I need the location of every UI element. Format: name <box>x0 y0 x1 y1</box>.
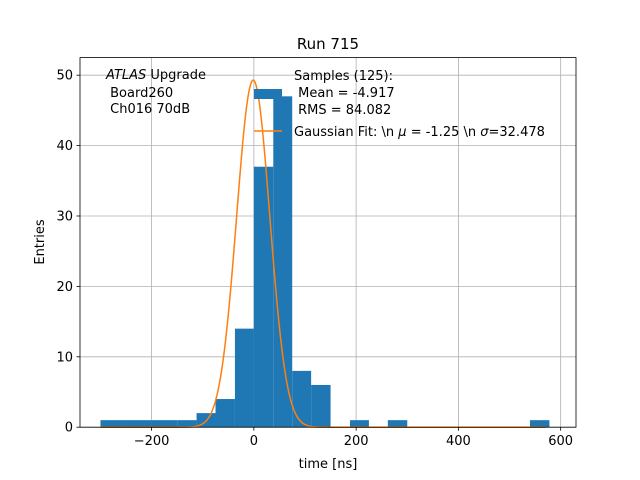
histogram-bar <box>151 420 178 428</box>
legend-hist-line-3: RMS = 84.082 <box>294 103 391 118</box>
histogram-bar <box>253 166 274 428</box>
histogram-bar <box>273 96 293 428</box>
legend: Samples (125): Mean = -4.917 RMS = 84.08… <box>254 69 545 140</box>
histogram-bars <box>100 96 550 428</box>
x-tick-label: −200 <box>134 434 170 449</box>
y-tick-label: 30 <box>56 210 73 225</box>
y-tick-label: 0 <box>65 421 73 436</box>
atlas-annotation-rest: Upgrade <box>146 68 206 83</box>
atlas-annotation-line2: Board260 <box>106 86 173 101</box>
histogram-bar <box>311 384 331 428</box>
x-tick-label: 600 <box>548 434 573 449</box>
histogram-bar <box>177 420 197 428</box>
histogram-bar <box>234 328 254 428</box>
histogram-bar <box>215 399 235 428</box>
y-tick-label: 10 <box>56 350 73 365</box>
legend-hist-swatch <box>254 89 282 99</box>
legend-hist-line-2: Mean = -4.917 <box>294 86 395 101</box>
y-tick-label: 20 <box>56 280 73 295</box>
plot-area-frame <box>79 57 577 428</box>
atlas-annotation: ATLAS Upgrade Board260 Ch016 70dB <box>105 68 206 117</box>
x-axis-label: time [ns] <box>299 457 358 472</box>
y-axis-label: Entries <box>33 219 48 265</box>
histogram-bar <box>100 420 127 428</box>
histogram-bar <box>126 420 152 428</box>
x-tick-label: 0 <box>250 434 258 449</box>
legend-hist-line-1: Samples (125): <box>294 69 393 84</box>
x-tick-label: 400 <box>446 434 471 449</box>
x-tick-label: 200 <box>344 434 369 449</box>
atlas-annotation-line3: Ch016 70dB <box>106 102 190 117</box>
histogram-bar <box>387 420 408 428</box>
atlas-annotation-italic: ATLAS <box>105 68 146 83</box>
histogram-bar <box>529 420 550 428</box>
x-axis-ticks: −200 0 200 400 600 <box>134 427 573 449</box>
chart-title: Run 715 <box>297 35 359 53</box>
histogram-bar <box>292 370 312 428</box>
legend-fit-label: Gaussian Fit: \n μ = -1.25 \n σ=32.478 <box>294 125 545 140</box>
y-axis-ticks: 0 10 20 30 40 50 <box>56 69 80 436</box>
svg-text:ATLAS Upgrade: ATLAS Upgrade <box>105 68 206 83</box>
histogram-bar <box>349 420 369 428</box>
y-tick-label: 50 <box>56 69 73 84</box>
y-tick-label: 40 <box>56 139 73 154</box>
